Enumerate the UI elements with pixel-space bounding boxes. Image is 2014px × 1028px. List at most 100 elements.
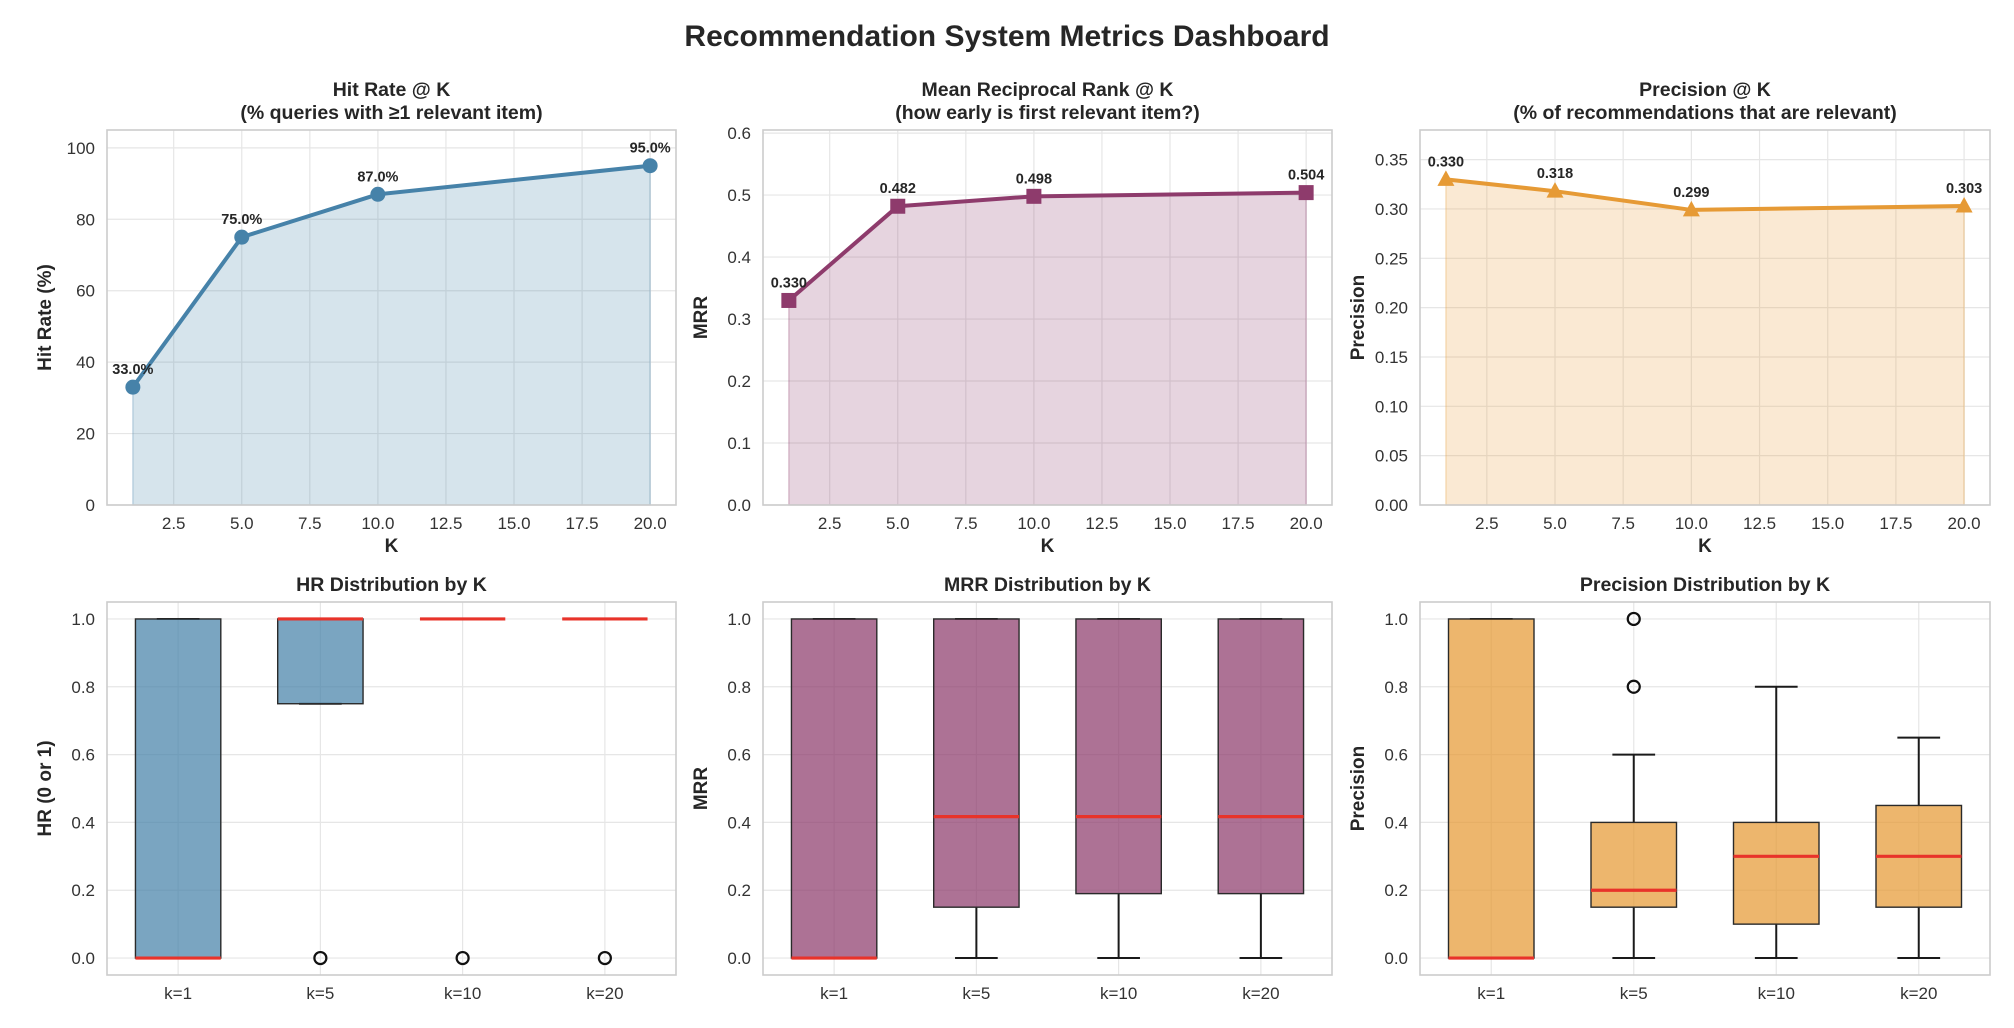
y-tick-label: 0.6 (71, 746, 95, 765)
y-tick-label: 20 (76, 425, 95, 444)
y-axis-label: Precision (1348, 275, 1369, 361)
box-k=20 (1875, 736, 1963, 960)
data-point (890, 198, 906, 214)
data-label: 0.318 (1537, 166, 1573, 182)
x-tick-label: 2.5 (1475, 514, 1499, 533)
data-label: 87.0% (357, 169, 398, 185)
x-tick-label: 5.0 (1543, 514, 1567, 533)
y-tick-label: 1.0 (71, 610, 95, 629)
y-tick-label: 0.20 (1375, 299, 1408, 318)
chart-title: Mean Reciprocal Rank @ K (921, 79, 1173, 101)
x-tick-label: k=1 (164, 984, 192, 1003)
precision-box-panel: Precision Distribution by K 0.0 0.2 0.4 0.6 0… (1348, 574, 1991, 1003)
x-tick-label: k=5 (1620, 984, 1648, 1003)
box-body (1075, 618, 1162, 895)
gridlines (107, 130, 676, 506)
data-label: 0.303 (1946, 181, 1982, 197)
data-point (1026, 188, 1042, 204)
chart-title: Precision @ K (1639, 79, 1771, 101)
y-tick-label: 0.4 (1384, 813, 1408, 832)
outlier-point (597, 950, 612, 966)
x-tick-label: 2.5 (818, 514, 842, 533)
data-label: 75.0% (221, 212, 262, 228)
area-fill (788, 191, 1307, 506)
y-tick-label: 0.2 (727, 372, 751, 391)
chart-subtitle: (% of recommendations that are relevant) (1513, 102, 1897, 124)
data-point (781, 292, 797, 308)
plot-frame (106, 129, 677, 506)
x-tick-label: 10.0 (1017, 514, 1050, 533)
y-tick-label: 0.35 (1375, 151, 1408, 170)
box-body (790, 618, 878, 959)
x-axis-label: K (1698, 536, 1712, 557)
outlier-point (455, 950, 470, 966)
x-axis-label: K (385, 536, 399, 557)
box-k=5 (933, 617, 1020, 960)
plot-frame (1419, 601, 1991, 976)
data-point (1546, 182, 1564, 198)
chart-title: Precision Distribution by K (1580, 574, 1830, 596)
series-line (787, 190, 1307, 302)
data-point (1437, 170, 1455, 186)
y-tick-label: 0.3 (727, 310, 751, 329)
box-body (134, 618, 222, 959)
y-tick-label: 0.0 (727, 949, 751, 968)
x-tick-label: 15.0 (1811, 514, 1844, 533)
x-tick-label: 10.0 (1675, 514, 1708, 533)
area-fill (132, 165, 651, 506)
y-tick-label: 0.25 (1375, 249, 1408, 268)
y-tick-label: 0.4 (727, 248, 751, 267)
y-tick-label: 0.0 (1384, 949, 1408, 968)
x-tick-label: 17.5 (1879, 514, 1912, 533)
data-label: 0.504 (1288, 168, 1324, 184)
data-label: 95.0% (630, 141, 671, 157)
box-k=10 (419, 617, 506, 966)
mrr-line-panel: Mean Reciprocal Rank @ K(how early is fi… (691, 79, 1333, 557)
plot-frame (1419, 129, 1991, 506)
box-k=20 (1217, 617, 1305, 960)
y-tick-label: 40 (76, 353, 95, 372)
box-k=20 (562, 617, 648, 966)
x-tick-label: 2.5 (162, 514, 186, 533)
box-k=1 (790, 617, 878, 960)
data-label: 0.482 (880, 181, 916, 197)
chart-title: MRR Distribution by K (944, 574, 1151, 596)
data-point (125, 379, 141, 395)
x-tick-label: k=10 (1100, 984, 1137, 1003)
y-tick-label: 0.05 (1375, 447, 1408, 466)
y-tick-label: 0.15 (1375, 348, 1408, 367)
outlier-point (1626, 679, 1641, 694)
outlier-point (1626, 611, 1641, 627)
y-tick-label: 0 (86, 496, 95, 515)
y-tick-label: 0.8 (1384, 678, 1408, 697)
chart-subtitle: (% queries with ≥1 relevant item) (240, 102, 542, 124)
box-body (1590, 821, 1678, 908)
data-label: 0.498 (1016, 171, 1052, 187)
x-tick-label: 7.5 (1611, 514, 1635, 533)
y-axis-label: Precision (1348, 746, 1369, 832)
outlier-point (313, 950, 328, 966)
x-tick-label: 7.5 (954, 514, 978, 533)
y-tick-label: 0.30 (1375, 200, 1408, 219)
box-k=5 (1590, 611, 1678, 960)
data-point (1298, 185, 1314, 201)
box-body (1217, 618, 1305, 895)
x-tick-label: 17.5 (1222, 514, 1255, 533)
data-point (370, 186, 386, 202)
box-k=1 (1447, 617, 1535, 960)
chart-title: HR Distribution by K (296, 574, 487, 596)
x-tick-label: k=5 (962, 984, 990, 1003)
y-tick-label: 0.8 (71, 678, 95, 697)
y-tick-label: 0.00 (1375, 496, 1408, 515)
y-tick-label: 1.0 (1384, 610, 1408, 629)
x-axis-label: K (1041, 536, 1055, 557)
y-tick-label: 0.0 (71, 949, 95, 968)
y-tick-label: 0.5 (727, 186, 751, 205)
x-tick-label: 10.0 (361, 514, 394, 533)
data-point (234, 229, 250, 245)
data-label: 0.330 (1428, 154, 1464, 170)
x-tick-label: 20.0 (634, 514, 667, 533)
x-tick-label: 7.5 (298, 514, 322, 533)
x-tick-label: 12.5 (1743, 514, 1776, 533)
dashboard-title: Recommendation System Metrics Dashboard (684, 20, 1329, 53)
